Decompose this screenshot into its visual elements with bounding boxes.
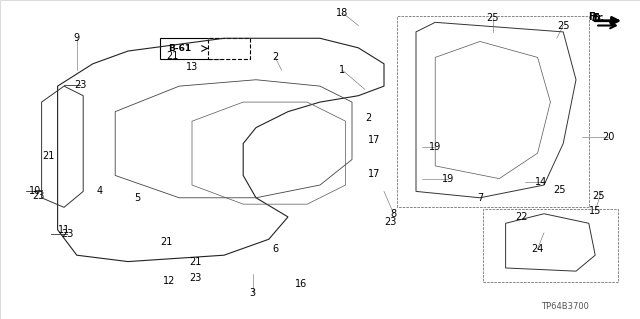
- Text: 7: 7: [477, 193, 483, 203]
- Text: 23: 23: [384, 217, 397, 227]
- Text: 21: 21: [166, 51, 179, 61]
- Text: 2: 2: [365, 113, 371, 123]
- FancyBboxPatch shape: [160, 38, 221, 59]
- Text: 2: 2: [272, 52, 278, 63]
- Text: 25: 25: [486, 12, 499, 23]
- Text: 3: 3: [250, 288, 256, 299]
- Text: 6: 6: [272, 244, 278, 254]
- Text: 4: 4: [96, 186, 102, 197]
- Text: 10: 10: [29, 186, 42, 197]
- Text: 21: 21: [160, 237, 173, 248]
- Text: 19: 19: [429, 142, 442, 152]
- Text: 21: 21: [42, 151, 54, 161]
- Text: 24: 24: [531, 244, 544, 254]
- Text: TP64B3700: TP64B3700: [541, 302, 589, 311]
- Text: B-61: B-61: [168, 44, 191, 53]
- Text: 16: 16: [294, 279, 307, 289]
- Text: 19: 19: [442, 174, 454, 184]
- Text: 23: 23: [74, 79, 86, 90]
- Text: 9: 9: [74, 33, 80, 43]
- Text: 22: 22: [515, 212, 528, 222]
- Text: 14: 14: [534, 177, 547, 187]
- Text: 5: 5: [134, 193, 141, 203]
- Text: 20: 20: [602, 132, 614, 142]
- Text: 23: 23: [189, 272, 202, 283]
- Text: 18: 18: [336, 8, 349, 18]
- Text: 17: 17: [368, 169, 381, 179]
- Text: 21: 21: [189, 256, 202, 267]
- FancyBboxPatch shape: [483, 209, 618, 282]
- Text: 23: 23: [32, 191, 45, 201]
- Text: 1: 1: [339, 65, 346, 75]
- Text: 12: 12: [163, 276, 176, 286]
- Text: 17: 17: [368, 135, 381, 145]
- Text: 15: 15: [589, 205, 602, 216]
- Text: 23: 23: [61, 229, 74, 240]
- Text: 11: 11: [58, 225, 70, 235]
- Text: 25: 25: [592, 191, 605, 201]
- FancyBboxPatch shape: [208, 38, 250, 59]
- Text: 25: 25: [557, 20, 570, 31]
- Text: Fr.: Fr.: [589, 12, 602, 22]
- Text: Fr.: Fr.: [592, 12, 605, 23]
- Text: 8: 8: [390, 209, 397, 219]
- Text: 13: 13: [186, 62, 198, 72]
- Text: 25: 25: [554, 185, 566, 195]
